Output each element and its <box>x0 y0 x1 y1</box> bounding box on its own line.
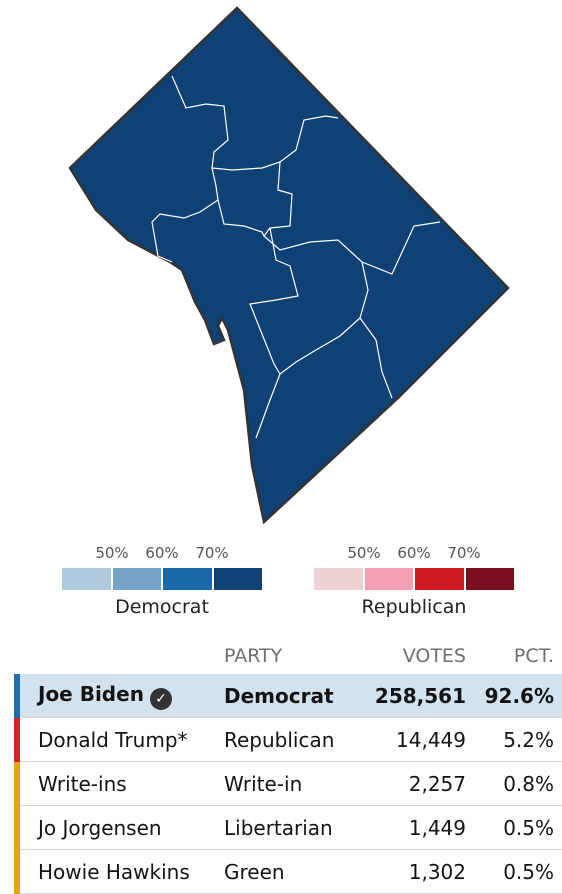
candidate-party: Write-in <box>224 761 374 806</box>
legend-tick: 60% <box>397 544 431 562</box>
legend-swatch <box>314 568 363 590</box>
democrat-legend-ticks: 50% 60% 70% <box>62 544 262 564</box>
legend-swatch <box>163 568 212 590</box>
candidate-row-biden: Joe Biden ✓ Democrat 258,561 92.6% <box>14 674 562 718</box>
legend-swatch <box>62 568 111 590</box>
candidate-pct: 5.2% <box>466 717 562 762</box>
candidate-name: Joe Biden <box>38 681 144 706</box>
candidate-row-jorgensen: Jo Jorgensen Libertarian 1,449 0.5% <box>14 805 562 850</box>
candidate-name-cell: Joe Biden ✓ <box>14 674 224 718</box>
legend-tick: 50% <box>347 544 381 562</box>
legend-swatch <box>364 568 413 590</box>
pct-column-header: PCT. <box>513 645 554 667</box>
candidate-name: Jo Jorgensen <box>14 805 224 850</box>
candidate-votes: 1,302 <box>374 849 466 894</box>
candidate-pct: 92.6% <box>466 674 562 718</box>
candidate-column-header <box>17 638 224 674</box>
candidate-party: Libertarian <box>224 805 374 850</box>
candidate-votes: 14,449 <box>374 717 466 762</box>
candidate-row-hawkins: Howie Hawkins Green 1,302 0.5% <box>14 849 562 894</box>
legend-swatch <box>465 568 514 590</box>
results-header-row: PARTY VOTES PCT. <box>17 638 562 674</box>
candidate-row-write-ins: Write-ins Write-in 2,257 0.8% <box>14 761 562 806</box>
democrat-legend: 50% 60% 70% Democrat <box>62 544 262 618</box>
candidate-name: Donald Trump* <box>14 717 224 762</box>
legend-swatch <box>415 568 464 590</box>
candidate-name: Howie Hawkins <box>14 849 224 894</box>
republican-legend: 50% 60% 70% Republican <box>314 544 514 618</box>
republican-legend-title: Republican <box>361 596 467 618</box>
republican-color-scale <box>314 568 514 590</box>
candidate-pct: 0.8% <box>466 761 562 806</box>
candidate-votes: 258,561 <box>374 674 466 718</box>
ward-boundaries <box>151 75 441 439</box>
legend-swatch <box>213 568 262 590</box>
candidate-party: Republican <box>224 717 374 762</box>
candidate-name: Write-ins <box>14 761 224 806</box>
candidate-party: Green <box>224 849 374 894</box>
dc-ward-map <box>68 6 510 525</box>
democrat-color-scale <box>62 568 262 590</box>
candidate-votes: 1,449 <box>374 805 466 850</box>
candidate-pct: 0.5% <box>466 805 562 850</box>
candidate-row-trump: Donald Trump* Republican 14,449 5.2% <box>14 717 562 762</box>
legend-tick: 70% <box>195 544 229 562</box>
checkmark-icon: ✓ <box>149 687 172 710</box>
legend-tick: 70% <box>447 544 481 562</box>
candidate-pct: 0.5% <box>466 849 562 894</box>
party-column-header: PARTY <box>224 645 283 667</box>
republican-legend-ticks: 50% 60% 70% <box>314 544 514 564</box>
candidate-party: Democrat <box>224 674 374 718</box>
legend-tick: 50% <box>95 544 129 562</box>
legend-swatch <box>112 568 161 590</box>
democrat-legend-title: Democrat <box>115 596 209 618</box>
results-table: PARTY VOTES PCT. Joe Biden ✓ Democrat 258… <box>14 638 562 894</box>
legend-tick: 60% <box>145 544 179 562</box>
candidate-votes: 2,257 <box>374 761 466 806</box>
votes-column-header: VOTES <box>402 645 466 667</box>
